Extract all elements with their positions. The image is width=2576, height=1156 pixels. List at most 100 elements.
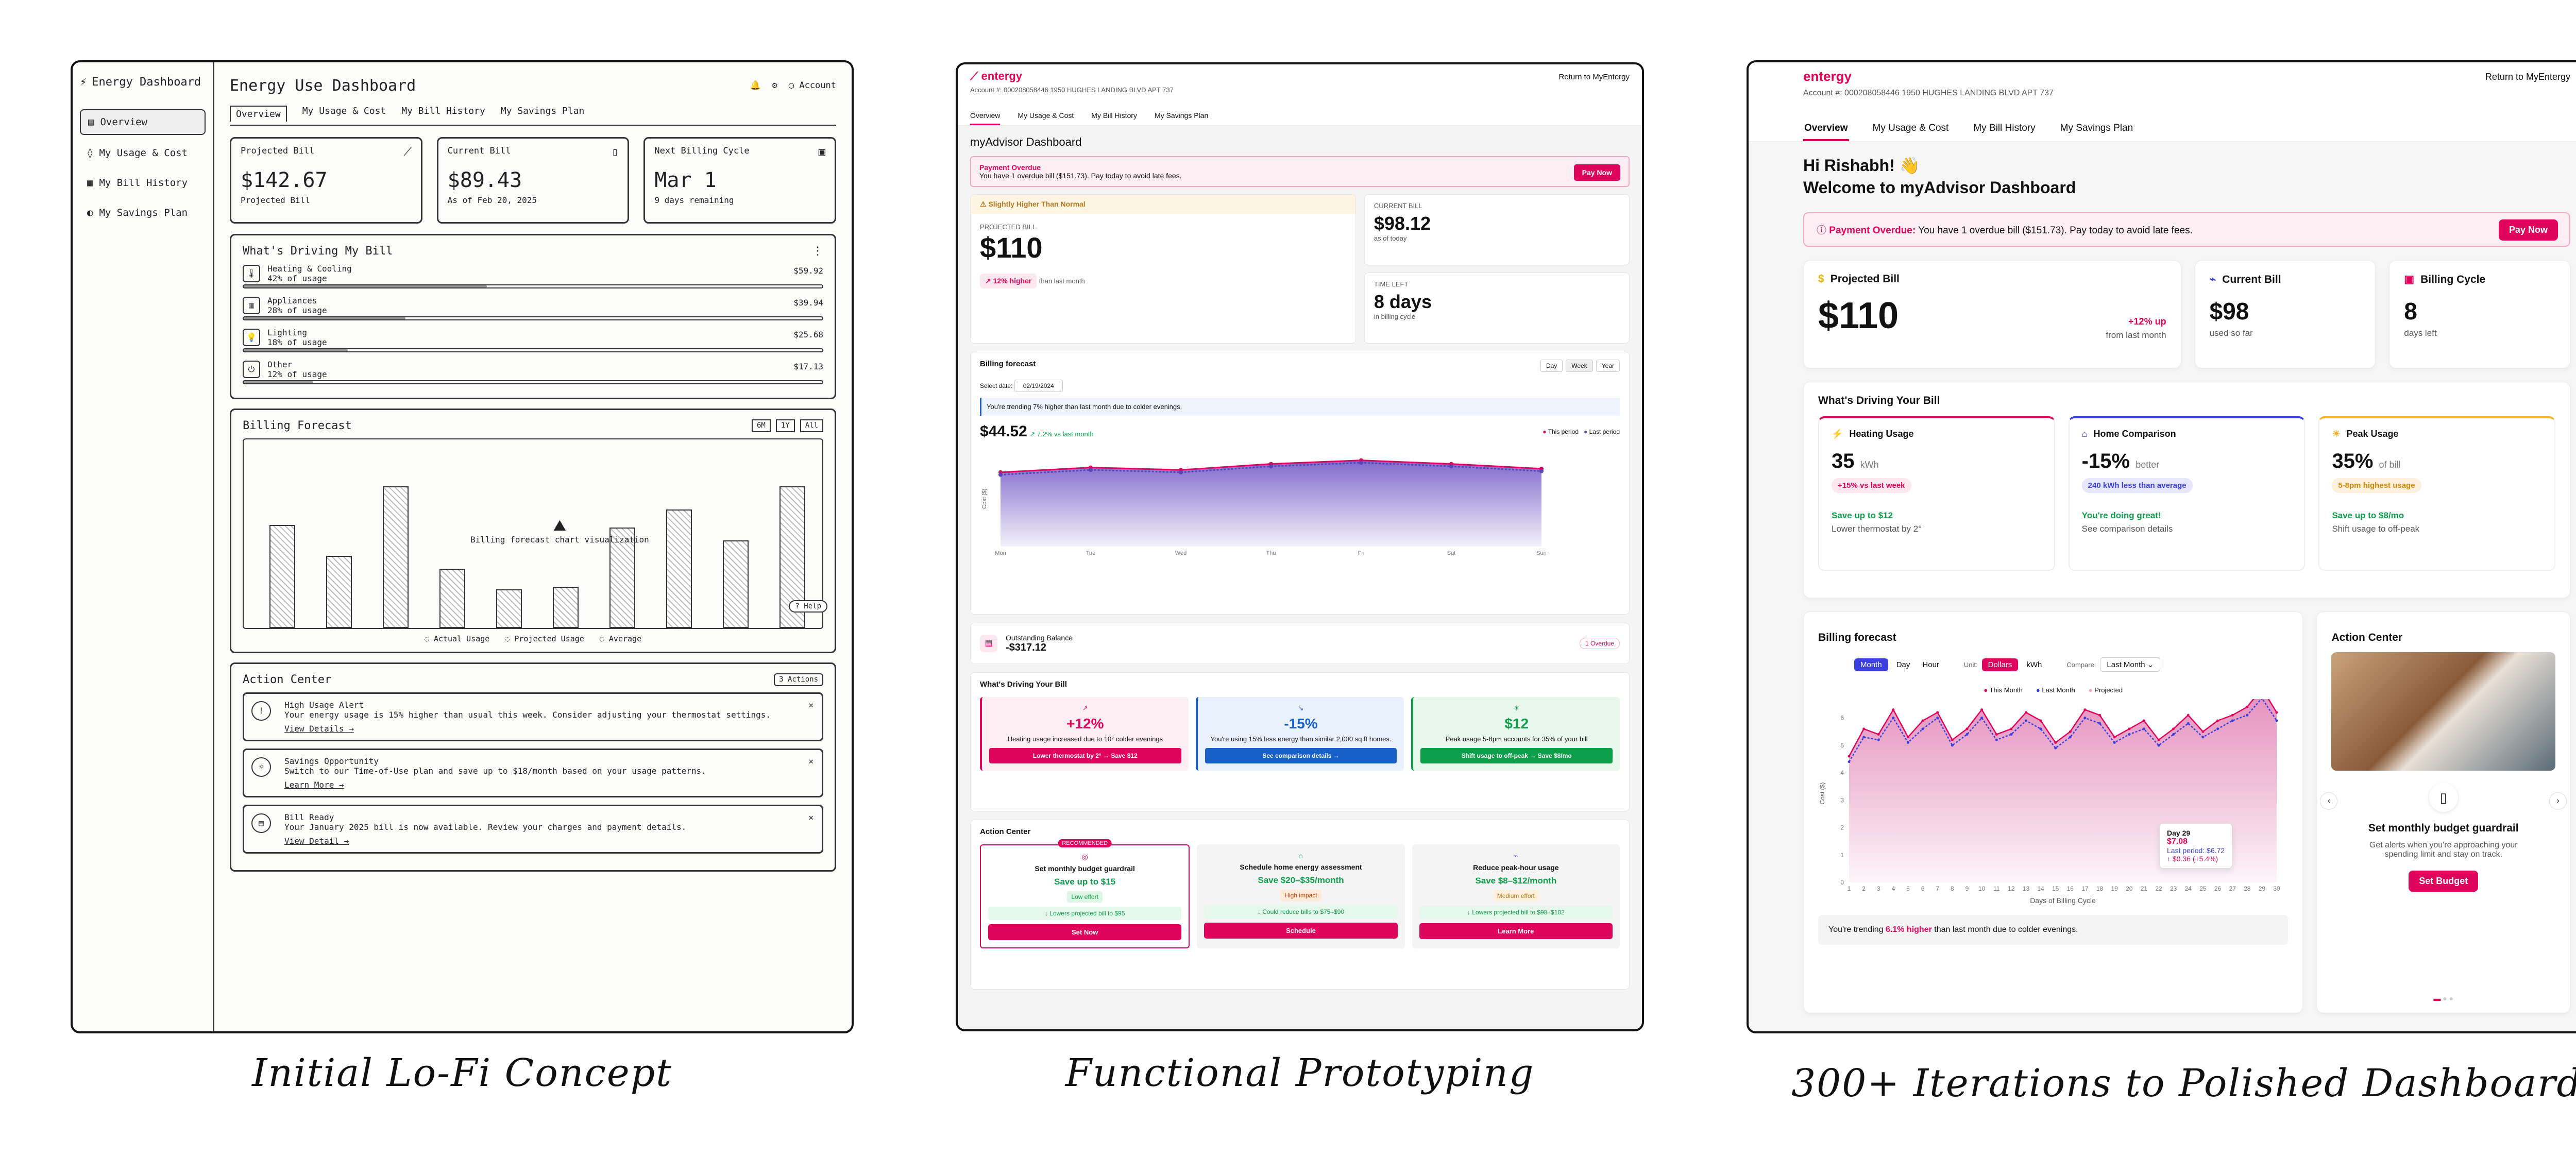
tab-history[interactable]: My Bill History xyxy=(1973,123,2036,133)
pay-now-button[interactable]: Pay Now xyxy=(2498,219,2558,241)
return-link[interactable]: Return to MyEntergy xyxy=(1558,73,1630,81)
view-details-link[interactable]: View Details → xyxy=(284,724,354,734)
chart-legend: ◌ Actual Usage ◌ Projected Usage ◌ Avera… xyxy=(424,634,642,643)
caption-polished: 300+ Iterations to Polished Dashboard xyxy=(1791,1061,2576,1106)
sidebar-item-savings[interactable]: ◐ My Savings Plan xyxy=(87,207,188,218)
carousel-dots[interactable]: ▬ ● ● xyxy=(2433,994,2454,1003)
x-tick-label: 20 xyxy=(2126,885,2133,892)
help-button[interactable]: ? Help xyxy=(789,600,827,613)
sidebar-item-history[interactable]: ▦ My Bill History xyxy=(87,177,188,189)
topbar: Energy Use Dashboard 🔔 ⚙ ◯ Account xyxy=(230,73,836,98)
y-tick-label: 5 xyxy=(1840,742,1844,749)
x-tick-label: 10 xyxy=(1978,885,1986,892)
x-tick-label: 2 xyxy=(1862,885,1866,892)
sidebar-item-overview[interactable]: ▤ Overview xyxy=(80,109,206,135)
more-icon[interactable]: ⋮ xyxy=(812,245,823,258)
tab-history[interactable]: My Bill History xyxy=(401,106,485,116)
tab-overview[interactable]: Overview xyxy=(1803,117,1849,141)
range-year-button[interactable]: Year xyxy=(1596,360,1620,372)
tab-savings[interactable]: My Savings Plan xyxy=(2060,123,2133,133)
account-button[interactable]: ◯ Account xyxy=(788,80,836,91)
action-center: Action Center 3 Actions ! High Usage Aler… xyxy=(230,662,836,872)
data-point xyxy=(1921,719,1924,722)
data-point xyxy=(2069,730,2072,734)
document-icon: ▦ xyxy=(87,177,93,189)
payment-alert: ⓘ Payment Overdue: You have 1 overdue bi… xyxy=(1803,212,2570,247)
learn-more-button[interactable]: Learn More xyxy=(1419,923,1613,939)
driver-action-button[interactable]: Shift usage to off-peak → Save $8/mo xyxy=(1420,748,1613,763)
close-icon[interactable]: ✕ xyxy=(808,756,814,766)
pay-now-button[interactable]: Pay Now xyxy=(1573,164,1620,181)
data-point xyxy=(2216,719,2219,722)
logo: ⟋ entergy xyxy=(970,70,1022,82)
action-card: RECOMMENDED ◎ Set monthly budget guardra… xyxy=(980,839,1190,948)
data-point xyxy=(2246,706,2249,709)
status-badge: ⚠ Slightly Higher Than Normal xyxy=(971,195,1355,214)
usage-bar xyxy=(243,316,823,320)
range-day-button[interactable]: Day xyxy=(1540,360,1563,372)
data-point xyxy=(2142,719,2145,722)
forecast-chart-placeholder: ⛰ Billing forecast chart visualization ?… xyxy=(243,438,827,629)
bell-icon[interactable]: 🔔 xyxy=(750,80,761,91)
date-input[interactable]: 02/19/2024 xyxy=(1014,380,1063,392)
trend-note: You're trending 6.1% higher than last mo… xyxy=(1818,915,2289,945)
x-tick-label: 21 xyxy=(2141,885,2148,892)
action-center: Action Center › ‹ ▯ Set monthly budget g… xyxy=(2316,611,2570,1014)
range-all-button[interactable]: All xyxy=(800,419,823,432)
y-tick-label: 2 xyxy=(1840,824,1844,831)
return-link[interactable]: Return to MyEntergy xyxy=(2485,72,2570,82)
target-icon: ◎ xyxy=(1081,853,1088,861)
close-icon[interactable]: ✕ xyxy=(808,812,814,822)
data-point xyxy=(1848,755,1851,758)
driver-action-button[interactable]: See comparison details → xyxy=(1205,748,1397,763)
tab-usage[interactable]: My Usage & Cost xyxy=(1872,123,1949,133)
range-1y-button[interactable]: 1Y xyxy=(775,419,795,432)
data-point xyxy=(2142,727,2145,730)
tab-overview[interactable]: Overview xyxy=(230,106,287,122)
tab-usage[interactable]: My Usage & Cost xyxy=(1018,111,1074,120)
data-point xyxy=(1951,744,1954,747)
period-month-button[interactable]: Month xyxy=(1854,658,1888,671)
chevron-right-icon[interactable]: › xyxy=(2549,792,2567,810)
unit-dollars-button[interactable]: Dollars xyxy=(1981,658,2019,671)
x-tick-label: Tue xyxy=(1086,550,1096,556)
lofi-main: Energy Use Dashboard 🔔 ⚙ ◯ Account Overv… xyxy=(214,62,852,1031)
tab-savings[interactable]: My Savings Plan xyxy=(1154,111,1209,120)
sidebar-item-usage[interactable]: ◊ My Usage & Cost xyxy=(87,147,188,159)
header: ⟋ entergy Account #: 000208058446 1950 H… xyxy=(958,64,1642,126)
schedule-button[interactable]: Schedule xyxy=(1204,923,1398,939)
y-tick-label: 3 xyxy=(1840,797,1844,804)
tab-savings[interactable]: My Savings Plan xyxy=(500,106,585,116)
chevron-left-icon[interactable]: ‹ xyxy=(2320,792,2338,810)
unit-kwh-button[interactable]: kWh xyxy=(2026,660,2042,669)
data-point xyxy=(2201,736,2205,739)
range-week-button[interactable]: Week xyxy=(1566,360,1593,372)
y-tick-label: 6 xyxy=(1840,715,1844,722)
data-point xyxy=(1848,760,1851,763)
close-icon[interactable]: ✕ xyxy=(808,700,814,710)
driver-action-button[interactable]: Lower thermostat by 2° → Save $12 xyxy=(989,748,1181,763)
x-tick-label: 11 xyxy=(1993,885,2000,892)
data-point xyxy=(1995,733,1998,736)
document-icon: ▯ xyxy=(612,146,619,159)
x-tick-label: 13 xyxy=(2023,885,2030,892)
gear-icon[interactable]: ⚙ xyxy=(772,80,777,91)
overdue-badge[interactable]: 1 Overdue xyxy=(1579,638,1620,649)
set-budget-button[interactable]: Set Budget xyxy=(2409,871,2479,892)
trend-icon: ⟋ xyxy=(403,146,412,159)
tab-history[interactable]: My Bill History xyxy=(1091,111,1137,120)
bolt-icon: ⚡ xyxy=(1832,429,1843,439)
view-detail-link[interactable]: View Detail → xyxy=(284,836,349,846)
billing-cycle-card: ▣ Billing Cycle 8 days left xyxy=(2389,260,2570,369)
data-point xyxy=(998,472,1003,477)
period-day-button[interactable]: Day xyxy=(1896,660,1910,669)
learn-more-link[interactable]: Learn More → xyxy=(284,780,344,790)
action-center: Action Center RECOMMENDED ◎ Set monthly … xyxy=(970,820,1630,990)
range-6m-button[interactable]: 6M xyxy=(751,419,771,432)
tab-usage[interactable]: My Usage & Cost xyxy=(302,106,386,116)
compare-select[interactable]: Last Month ⌄ xyxy=(2100,657,2161,672)
set-now-button[interactable]: Set Now xyxy=(988,924,1182,940)
period-hour-button[interactable]: Hour xyxy=(1922,660,1939,669)
tab-overview[interactable]: Overview xyxy=(970,107,1001,125)
x-tick-label: 19 xyxy=(2111,885,2118,892)
